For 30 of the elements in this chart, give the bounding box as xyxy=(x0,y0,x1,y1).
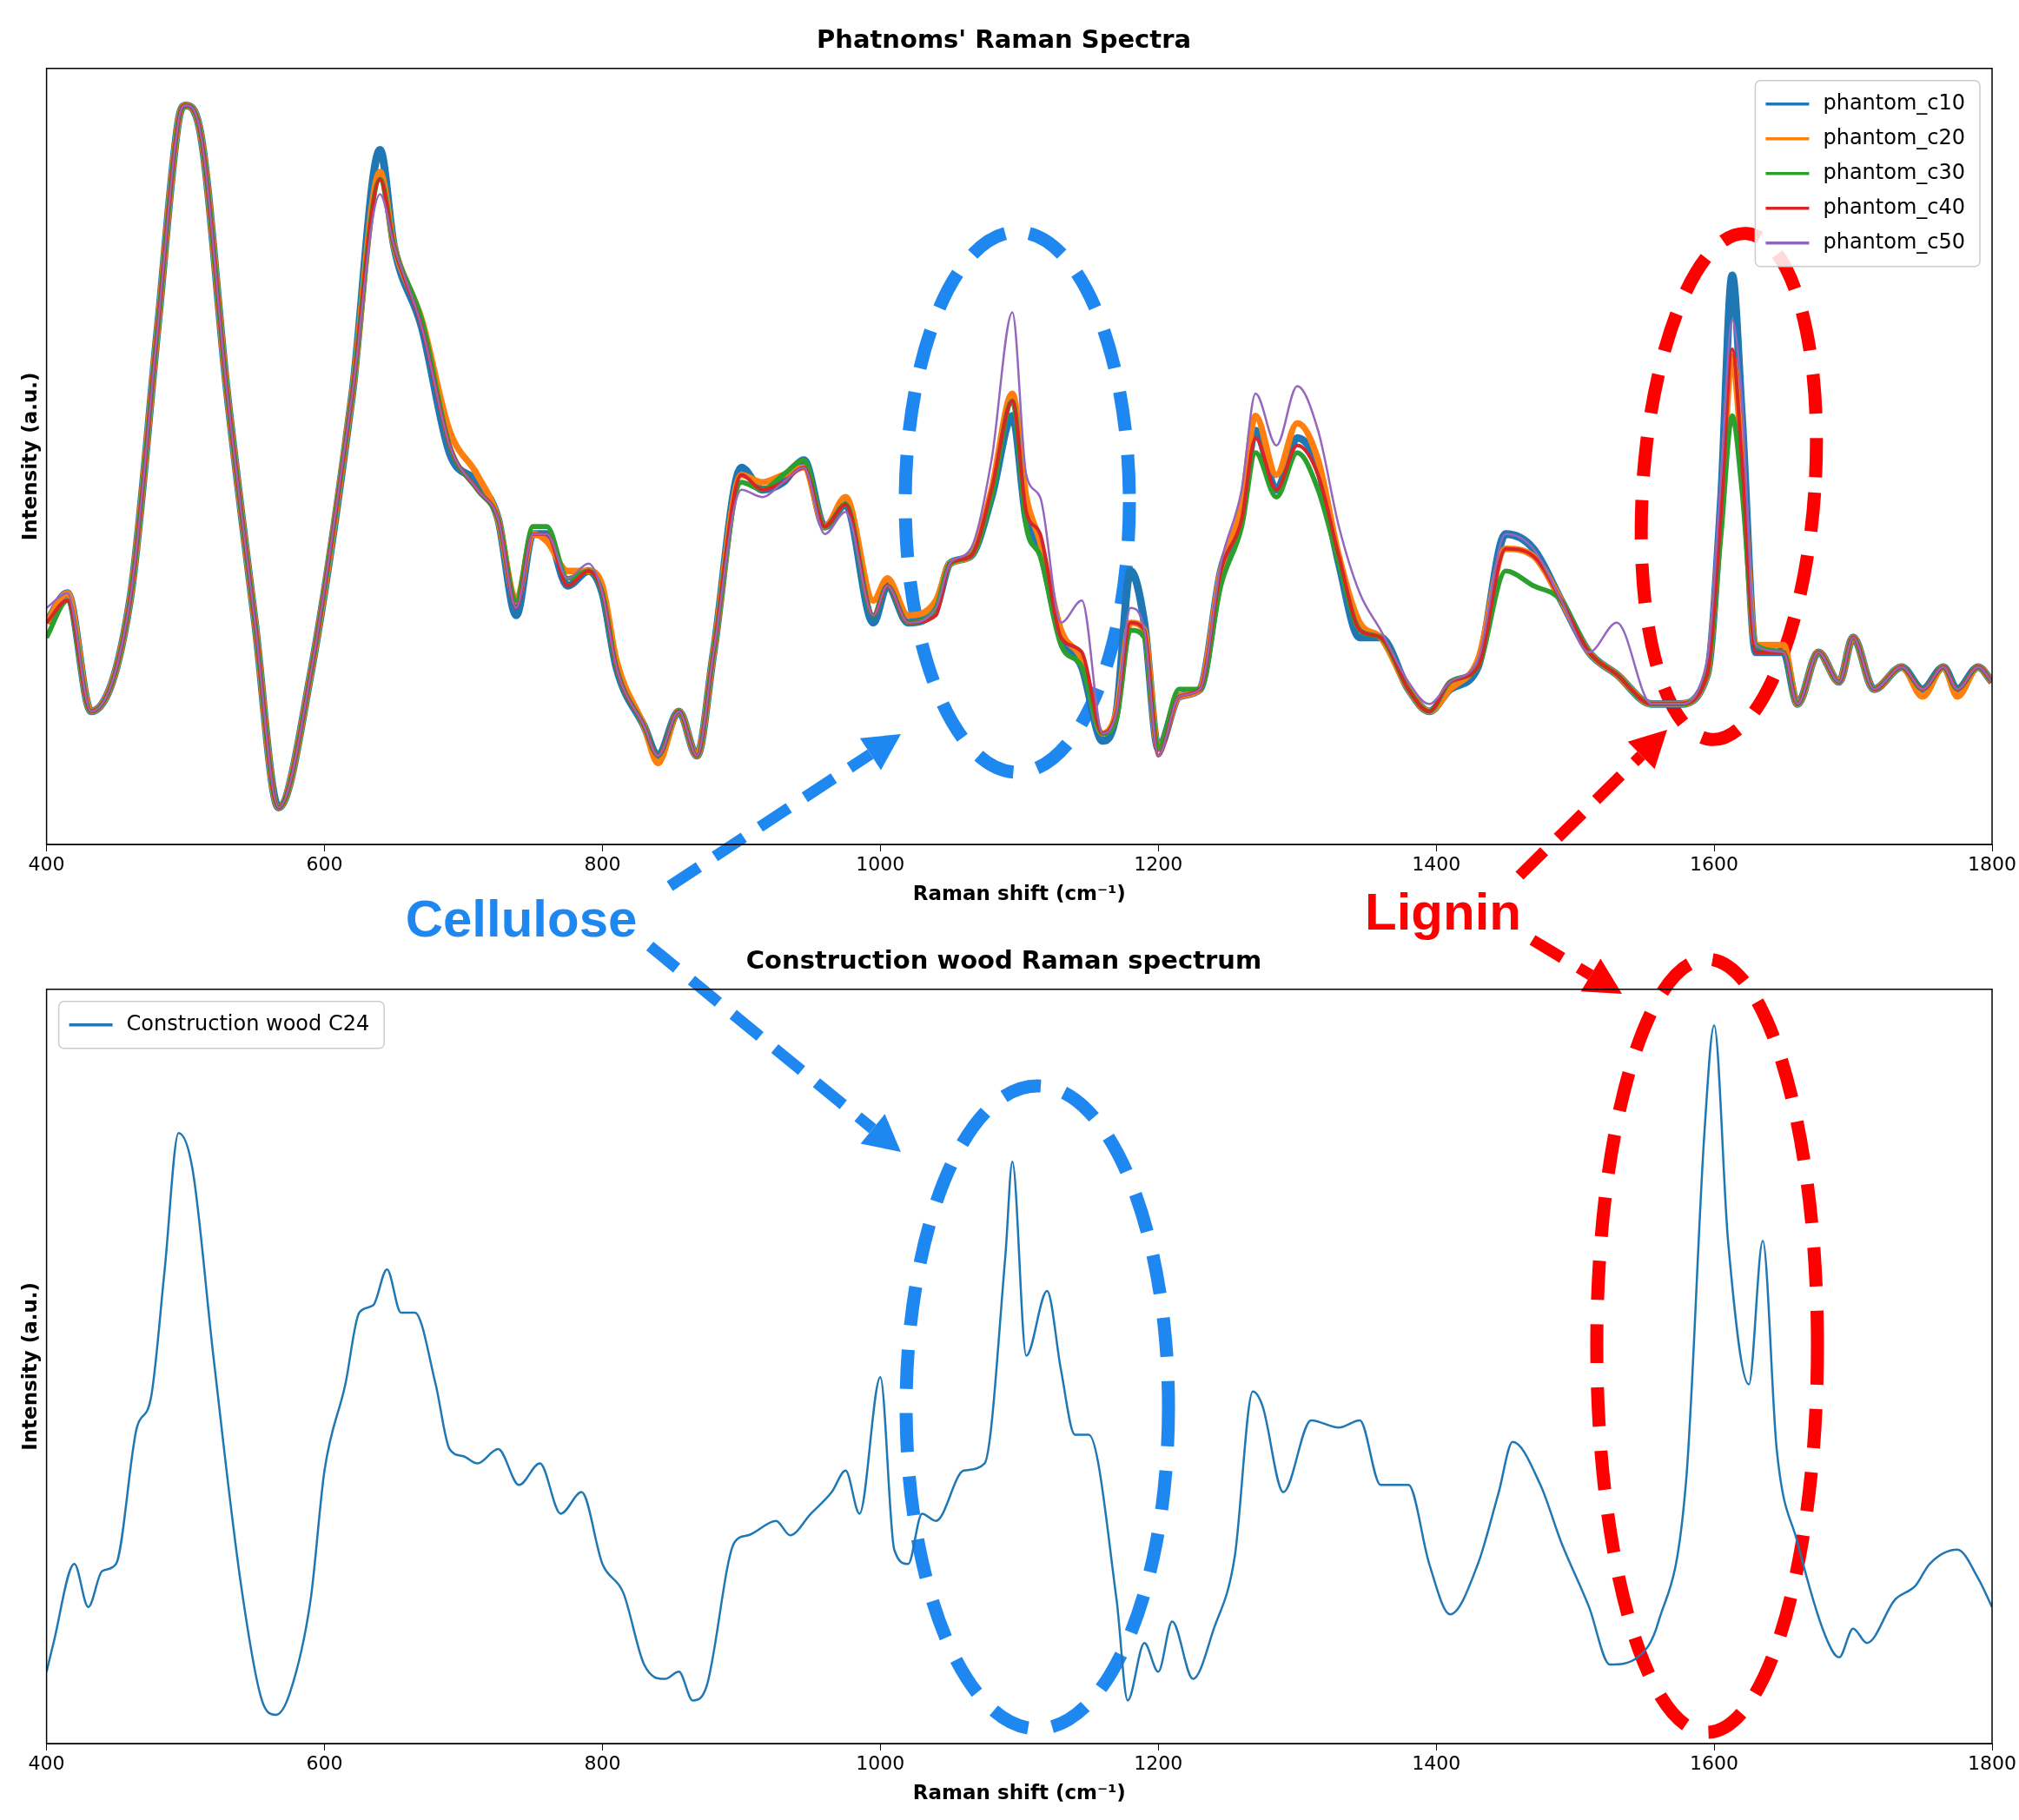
legend-label: phantom_c20 xyxy=(1823,125,1966,150)
legend-label: phantom_c10 xyxy=(1823,90,1966,116)
x-tick-label: 1800 xyxy=(1968,852,2016,875)
x-tick-label: 800 xyxy=(584,1751,621,1774)
x-tick-label: 1200 xyxy=(1134,1751,1183,1774)
x-tick-label: 600 xyxy=(306,1751,343,1774)
x-tick-label: 1600 xyxy=(1690,852,1739,875)
x-tick-label: 1400 xyxy=(1412,1751,1461,1774)
text: Lignin xyxy=(1365,881,1521,942)
x-tick-label: 1600 xyxy=(1690,1751,1739,1774)
x-tick-label: 1800 xyxy=(1968,1751,2016,1774)
chart-title: Phatnoms' Raman Spectra xyxy=(816,23,1192,54)
legend-label: phantom_c50 xyxy=(1823,229,1966,255)
x-tick-label: 1000 xyxy=(856,852,905,875)
legend-label: phantom_c30 xyxy=(1823,160,1966,185)
x-axis-title: Raman shift (cm⁻¹) xyxy=(912,882,1126,905)
x-tick-label: 400 xyxy=(28,852,65,875)
text: Cellulose xyxy=(405,888,638,949)
legend-label: Construction wood C24 xyxy=(126,1011,370,1036)
x-tick-label: 800 xyxy=(584,852,621,875)
x-axis-title: Raman shift (cm⁻¹) xyxy=(912,1781,1126,1804)
y-axis-title: Intensity (a.u.) xyxy=(17,372,41,541)
legend-label: phantom_c40 xyxy=(1823,195,1966,220)
x-tick-label: 1200 xyxy=(1134,852,1183,875)
x-tick-label: 1400 xyxy=(1412,852,1461,875)
chart-title: Construction wood Raman spectrum xyxy=(745,944,1262,975)
y-axis-title: Intensity (a.u.) xyxy=(17,1281,41,1451)
x-tick-label: 600 xyxy=(306,852,343,875)
x-tick-label: 1000 xyxy=(856,1751,905,1774)
x-tick-label: 400 xyxy=(28,1751,65,1774)
